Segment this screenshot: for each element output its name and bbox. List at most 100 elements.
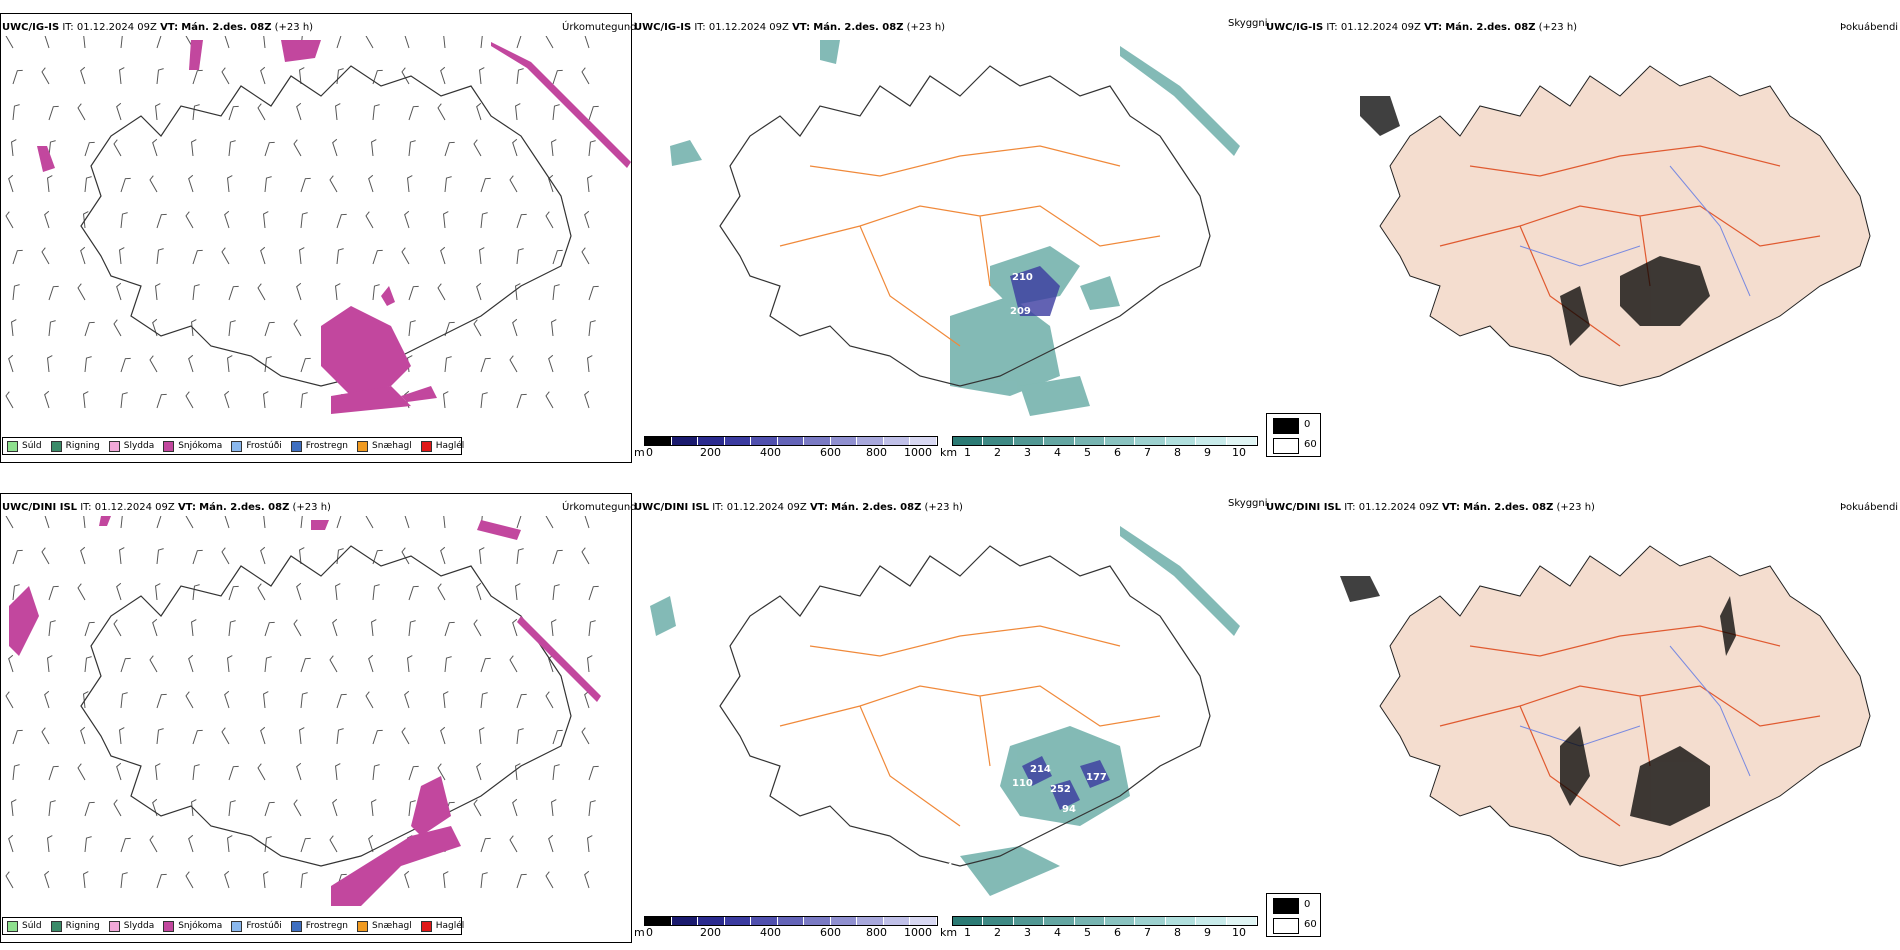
wind-barb xyxy=(401,727,410,745)
wind-barb xyxy=(404,690,410,709)
visibility-colorbar-strip xyxy=(952,916,1258,926)
vt-label: VT: xyxy=(1441,502,1460,513)
wind-barb xyxy=(336,36,347,49)
wind-barb xyxy=(264,141,275,157)
wind-barb xyxy=(44,516,50,529)
wind-barb xyxy=(80,726,86,745)
height-label: 124 xyxy=(932,862,953,873)
wind-barb xyxy=(437,103,446,121)
wind-barb xyxy=(48,800,56,817)
vis-tick: 4 xyxy=(1054,926,1061,939)
wind-barb xyxy=(48,765,59,781)
wind-barb xyxy=(263,516,269,529)
wind-barb xyxy=(156,36,167,49)
wind-barb xyxy=(221,247,230,265)
wind-barb xyxy=(443,871,449,889)
legend-label: Slydda xyxy=(123,441,155,451)
wind-barb xyxy=(516,548,524,565)
legend-label: Frostregn xyxy=(305,441,349,451)
wind-barb xyxy=(300,392,308,409)
wind-barb xyxy=(300,872,308,889)
wind-barb xyxy=(587,655,593,673)
wind-barb xyxy=(335,763,341,781)
wind-barb xyxy=(588,105,599,121)
wind-barb xyxy=(293,619,302,637)
colorbar-segment xyxy=(830,917,858,925)
wind-barb xyxy=(149,175,158,193)
wind-barb xyxy=(48,140,56,157)
wind-barb xyxy=(120,392,128,409)
height-colorbar-row2: m 0 200 400 600 800 1000 xyxy=(634,916,938,942)
vis-tick: 3 xyxy=(1024,446,1031,459)
wind-barb xyxy=(11,319,17,337)
fog-index-areas xyxy=(1340,576,1736,826)
wind-barb xyxy=(300,516,308,529)
precip-legend-row1: Súld Rigning Slydda Snjókoma Frostúði Fr… xyxy=(2,437,464,455)
wind-barb xyxy=(47,355,53,373)
vt-label: VT: xyxy=(792,22,811,33)
model-name: UWC/DINI ISL xyxy=(1266,502,1342,513)
vis-tick: 5 xyxy=(1084,446,1091,459)
wind-barb xyxy=(44,36,50,49)
header-row1-panel3: UWC/IG-IS IT: 01.12.2024 09Z VT: Mán. 2.… xyxy=(1266,22,1577,33)
wind-barb xyxy=(444,321,455,337)
wind-barb xyxy=(12,729,23,745)
iceland-outline xyxy=(719,545,1211,867)
legend-swatch xyxy=(7,440,18,452)
wind-barb xyxy=(263,391,269,409)
wind-barb xyxy=(407,655,413,673)
wind-barb xyxy=(221,547,230,565)
precip-map-row1 xyxy=(5,36,631,414)
legend-label: Snæhagl xyxy=(372,441,412,451)
colorbar-segment xyxy=(1105,917,1136,925)
wind-barb xyxy=(48,620,56,637)
vis-tick: 6 xyxy=(1114,926,1121,939)
wind-barb xyxy=(84,656,92,673)
wind-barb xyxy=(84,321,95,337)
wind-barb xyxy=(480,212,488,229)
wind-barb xyxy=(300,657,311,673)
visibility-map-row2: 214 110 252 177 94 148 129 124 xyxy=(650,526,1240,896)
wind-barb xyxy=(116,582,122,601)
wind-barb xyxy=(372,729,383,745)
wind-barb xyxy=(191,619,197,637)
wind-barb xyxy=(257,763,266,781)
fog-swatch-dark xyxy=(1273,418,1299,434)
legend-swatch xyxy=(50,920,62,932)
legend-swatch xyxy=(108,440,120,452)
wind-barb xyxy=(263,36,269,49)
height-tick: 0 xyxy=(646,446,653,459)
wind-barb xyxy=(332,138,338,157)
wind-barb xyxy=(552,284,560,301)
legend-item: Rigning xyxy=(50,920,100,932)
wind-barb xyxy=(156,873,167,889)
vt-value: Mán. 2.des. 08Z xyxy=(813,22,904,33)
wind-barb xyxy=(120,657,131,673)
vis-tick: 9 xyxy=(1204,926,1211,939)
wind-barb xyxy=(44,690,50,709)
iceland-outline xyxy=(719,65,1211,387)
wind-barb xyxy=(83,36,89,49)
wind-barb xyxy=(332,798,338,817)
colorbar-segment xyxy=(830,437,858,445)
wind-barb xyxy=(581,727,590,745)
wind-barb xyxy=(548,354,554,373)
it-label: IT: xyxy=(1326,22,1338,33)
wind-barb xyxy=(11,139,17,157)
wind-barb xyxy=(401,547,410,565)
wind-barb xyxy=(224,870,230,889)
height-label: 177 xyxy=(1086,772,1107,783)
wind-barb xyxy=(404,870,410,889)
wind-barb xyxy=(329,835,338,853)
vis-tick: 1 xyxy=(964,926,971,939)
wind-barb xyxy=(443,36,449,49)
colorbar-segment xyxy=(883,437,911,445)
wind-barb xyxy=(407,175,413,193)
height-tick: 800 xyxy=(866,446,887,459)
wind-barb xyxy=(509,835,518,853)
vt-label: VT: xyxy=(809,502,828,513)
wind-barb xyxy=(263,211,269,229)
wind-barb xyxy=(120,177,131,193)
colorbar-segment xyxy=(777,437,805,445)
wind-barb xyxy=(224,516,230,529)
